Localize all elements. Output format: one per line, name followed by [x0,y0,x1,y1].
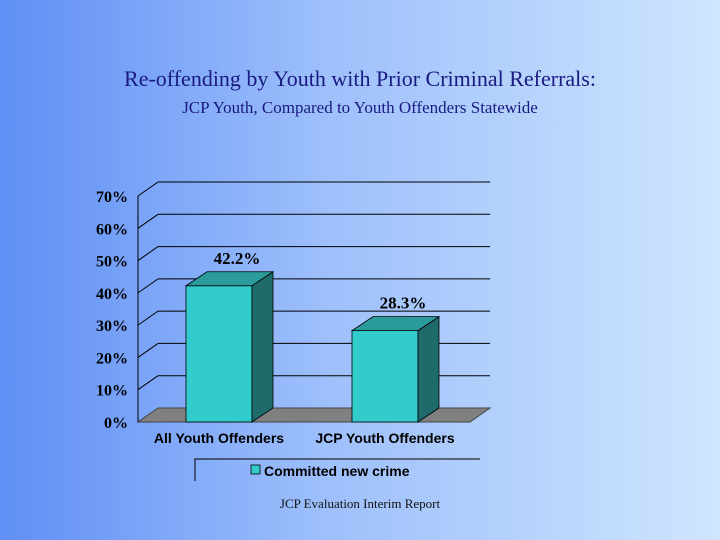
legend-box [194,458,480,481]
y-tick-label: 0% [104,415,128,432]
chart-title: Re-offending by Youth with Prior Crimina… [124,66,596,91]
gridline-diagonal [137,278,159,294]
data-label: 28.3% [380,294,427,313]
legend-swatch [250,464,261,475]
y-tick-label: 60% [96,221,128,238]
bar-top [184,271,275,287]
gridline-diagonal [137,343,159,358]
y-tick-label: 50% [96,254,128,271]
x-tick-label: All Youth Offenders [154,430,284,446]
footer-text: JCP Evaluation Interim Report [279,496,441,511]
y-tick-label: 20% [96,350,128,367]
data-label: 42.2% [214,249,261,268]
y-tick-label: 40% [96,286,128,303]
gridline-diagonal [137,310,159,326]
gridline-diagonal [137,375,159,391]
x-tick-label: JCP Youth Offenders [315,430,454,446]
gridline-diagonal [137,246,159,261]
legend-label: Committed new crime [264,463,410,479]
bar-side [251,271,274,423]
y-tick-label: 30% [96,318,128,335]
chart-subtitle: JCP Youth, Compared to Youth Offenders S… [182,98,538,117]
bar-side [417,315,440,423]
bar-front [351,330,419,423]
bar-front [185,285,253,423]
gridline-diagonal [137,213,159,229]
y-tick-label: 10% [96,383,128,400]
gridline-diagonal [137,181,159,197]
y-tick-label: 70% [96,189,128,206]
bar-top [350,316,441,332]
